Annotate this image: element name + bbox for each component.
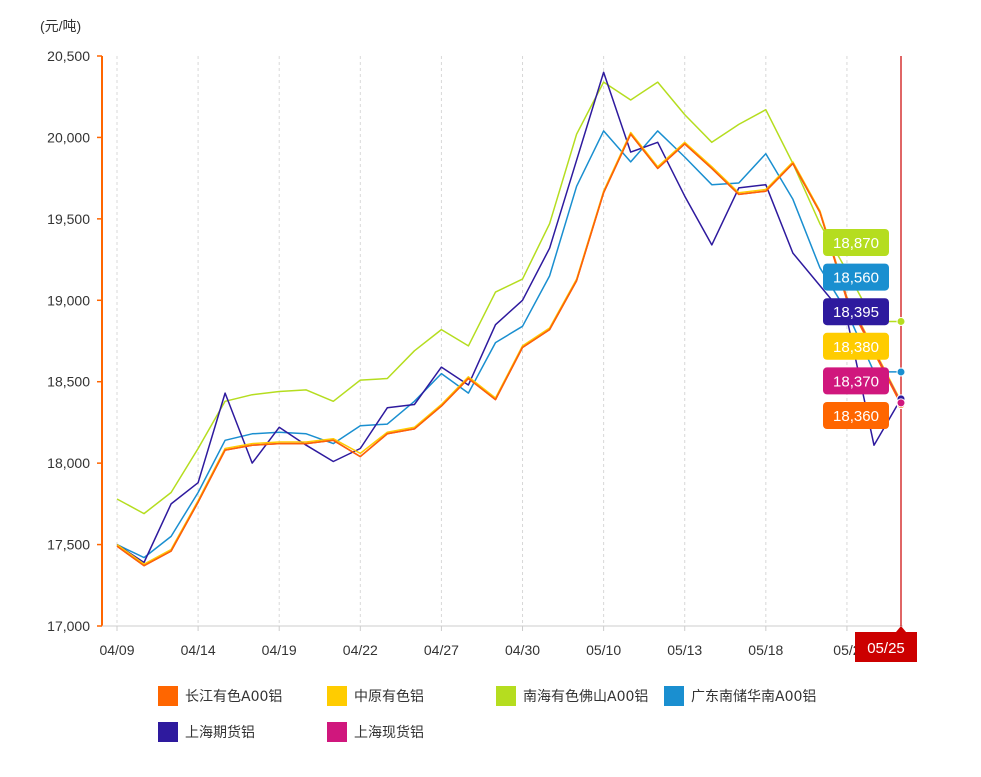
tooltip-value: 18,395	[833, 304, 879, 321]
y-tick-label: 17,000	[47, 618, 90, 634]
legend-label: 上海期货铝	[185, 724, 255, 741]
tooltip-box	[823, 263, 889, 291]
tooltip-box	[823, 367, 889, 395]
cursor-date-label: 05/25	[867, 640, 905, 657]
y-tick-label: 19,000	[47, 292, 90, 308]
series-line	[116, 133, 902, 567]
tooltip-value: 18,370	[833, 373, 879, 390]
series-line	[116, 131, 902, 565]
x-tick-label: 04/27	[424, 642, 459, 658]
y-tick-label: 18,000	[47, 455, 90, 471]
x-tick-label: 04/14	[181, 642, 216, 658]
cursor-date-box	[855, 632, 917, 662]
y-tick-label: 18,500	[47, 374, 90, 390]
x-tick-label: 04/22	[343, 642, 378, 658]
value-tooltips: 18,870 18,560 18,395 18,380 18,370 18,360	[823, 229, 889, 429]
tooltip-value: 18,870	[833, 235, 879, 252]
tooltip-value: 18,380	[833, 339, 879, 356]
vertical-gridlines	[116, 56, 848, 626]
legend-label: 上海现货铝	[354, 724, 424, 741]
x-axis-ticks: 04/09 04/14 04/19 04/22 04/27 04/30 05/10 05/13…	[99, 626, 861, 658]
legend-swatch	[327, 686, 347, 706]
legend-swatch	[327, 722, 347, 742]
tooltip-box	[823, 229, 889, 256]
x-tick-label: 05/10	[586, 642, 621, 658]
series-line	[116, 130, 901, 559]
y-tick-label: 19,500	[47, 211, 90, 227]
series-end-point	[896, 367, 906, 377]
y-axis-unit-label: (元/吨)	[40, 18, 81, 34]
legend-swatch	[664, 686, 684, 706]
x-tick-label: 04/09	[99, 642, 134, 658]
legend-swatch	[158, 722, 178, 742]
legend-label: 长江有色A00铝	[185, 688, 282, 705]
legend-swatch	[496, 686, 516, 706]
series-line	[116, 81, 901, 515]
tooltip-box	[823, 298, 889, 326]
tooltip-value: 18,360	[833, 408, 879, 425]
hover-cursor: 05/25	[855, 56, 917, 662]
x-tick-label: 05/13	[667, 642, 702, 658]
cursor-date-pointer	[896, 626, 906, 632]
y-axis-ticks: 17,000 17,500 18,000 18,500 19,000 19,500 20,0…	[47, 48, 102, 634]
tooltip-value: 18,560	[833, 270, 879, 287]
series-end-point	[896, 398, 906, 408]
x-tick-label: 04/19	[262, 642, 297, 658]
axes: (元/吨)	[40, 18, 903, 627]
y-tick-label: 17,500	[47, 537, 90, 553]
tooltip-box	[823, 332, 889, 360]
y-tick-label: 20,000	[47, 129, 90, 145]
y-tick-label: 20,500	[47, 48, 90, 64]
x-tick-label: 05/2	[833, 642, 860, 658]
series-line	[116, 71, 902, 564]
series-end-point	[896, 316, 906, 326]
series-line	[116, 133, 902, 567]
legend-label: 南海有色佛山A00铝	[523, 688, 648, 705]
legend-label: 中原有色铝	[354, 688, 424, 705]
legend-swatch	[158, 686, 178, 706]
tooltip-box	[823, 402, 889, 429]
series-lines	[116, 71, 902, 567]
x-tick-label: 04/30	[505, 642, 540, 658]
legend-label: 广东南储华南A00铝	[691, 689, 816, 705]
x-tick-label: 05/18	[748, 642, 783, 658]
